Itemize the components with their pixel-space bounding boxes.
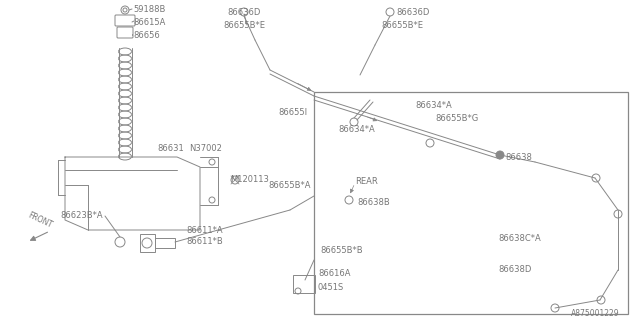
Text: 86623B*A: 86623B*A (60, 211, 102, 220)
Text: 86655B*B: 86655B*B (320, 245, 363, 254)
Bar (293, 275, 315, 293)
Text: 86655I: 86655I (278, 108, 307, 116)
Text: 86611*A: 86611*A (186, 226, 223, 235)
Text: 86655B*A: 86655B*A (268, 180, 310, 189)
Text: 86615A: 86615A (133, 18, 165, 27)
Text: 0451S: 0451S (318, 283, 344, 292)
Text: M120113: M120113 (230, 174, 269, 183)
Bar (155, 238, 175, 248)
Text: N37002: N37002 (189, 143, 222, 153)
Text: REAR: REAR (355, 177, 378, 186)
Text: 59188B: 59188B (133, 4, 165, 13)
Text: 86638C*A: 86638C*A (498, 234, 541, 243)
Text: 86636D: 86636D (396, 7, 429, 17)
Text: 86634*A: 86634*A (415, 100, 452, 109)
Text: 86655B*G: 86655B*G (435, 114, 478, 123)
Text: A875001229: A875001229 (571, 309, 620, 318)
Circle shape (496, 151, 504, 159)
Text: 86636D: 86636D (227, 7, 260, 17)
Bar (140, 234, 155, 252)
Text: 86638B: 86638B (357, 197, 390, 206)
Text: 86616A: 86616A (318, 269, 351, 278)
Text: 86634*A: 86634*A (338, 124, 375, 133)
Text: 86638: 86638 (505, 153, 532, 162)
Text: 86655B*E: 86655B*E (381, 20, 423, 29)
Text: 86656: 86656 (133, 30, 160, 39)
Text: 86631: 86631 (157, 143, 184, 153)
Text: 86655B*E: 86655B*E (223, 20, 265, 29)
Text: FRONT: FRONT (26, 211, 54, 230)
Bar (314, 92, 628, 314)
Text: 86611*B: 86611*B (186, 236, 223, 245)
Text: 86638D: 86638D (498, 266, 531, 275)
